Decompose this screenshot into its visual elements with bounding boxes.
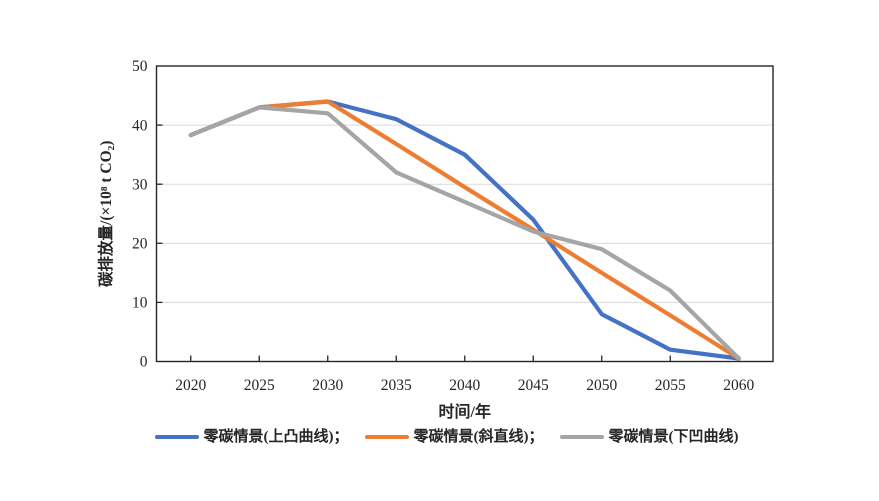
y-tick-label-20: 20 [132,236,148,253]
chart-legend: 零碳情景(上凸曲线)； 零碳情景(斜直线)； 零碳情景(下凹曲线) [0,427,879,447]
y-tick-label-50: 50 [132,58,148,75]
x-tick-label-2040: 2040 [449,377,480,394]
gridlines [156,124,773,303]
legend-label-convex: 零碳情景(上凸曲线)； [203,429,349,445]
legend-item-straight: 零碳情景(斜直线)； [364,427,544,447]
x-axis-title: 时间/年 [439,402,491,421]
series-line-concave [188,105,741,361]
x-axis: 2020 2025 2030 2035 2040 2045 2050 2055 2060 [175,355,755,394]
x-tick-label-2060: 2060 [723,377,754,394]
legend-swatch-convex [154,434,199,440]
y-axis-title: 碳排放量/(×10⁸ t CO₂) [96,141,115,287]
legend-item-convex: 零碳情景(上凸曲线)； [154,427,349,447]
x-tick-label-2025: 2025 [244,377,275,394]
series-line-convex [188,99,741,361]
legend-label-concave: 零碳情景(下凹曲线) [608,429,739,445]
y-axis: 0 10 20 30 40 50 [132,58,163,371]
y-tick-label-10: 10 [132,295,148,312]
legend-item-concave: 零碳情景(下凹曲线) [559,427,739,447]
x-tick-label-2035: 2035 [381,377,412,394]
y-tick-label-40: 40 [132,117,148,134]
y-tick-label-30: 30 [132,176,148,193]
x-tick-label-2030: 2030 [312,377,343,394]
x-tick-label-2050: 2050 [586,377,617,394]
legend-label-straight: 零碳情景(斜直线)； [413,429,544,445]
x-tick-label-2045: 2045 [518,377,549,394]
series-line-straight [188,99,741,361]
legend-swatch-straight [364,434,409,440]
y-tick-label-0: 0 [140,354,148,371]
x-tick-label-2055: 2055 [655,377,686,394]
x-tick-label-2020: 2020 [175,377,206,394]
legend-swatch-concave [559,434,604,440]
